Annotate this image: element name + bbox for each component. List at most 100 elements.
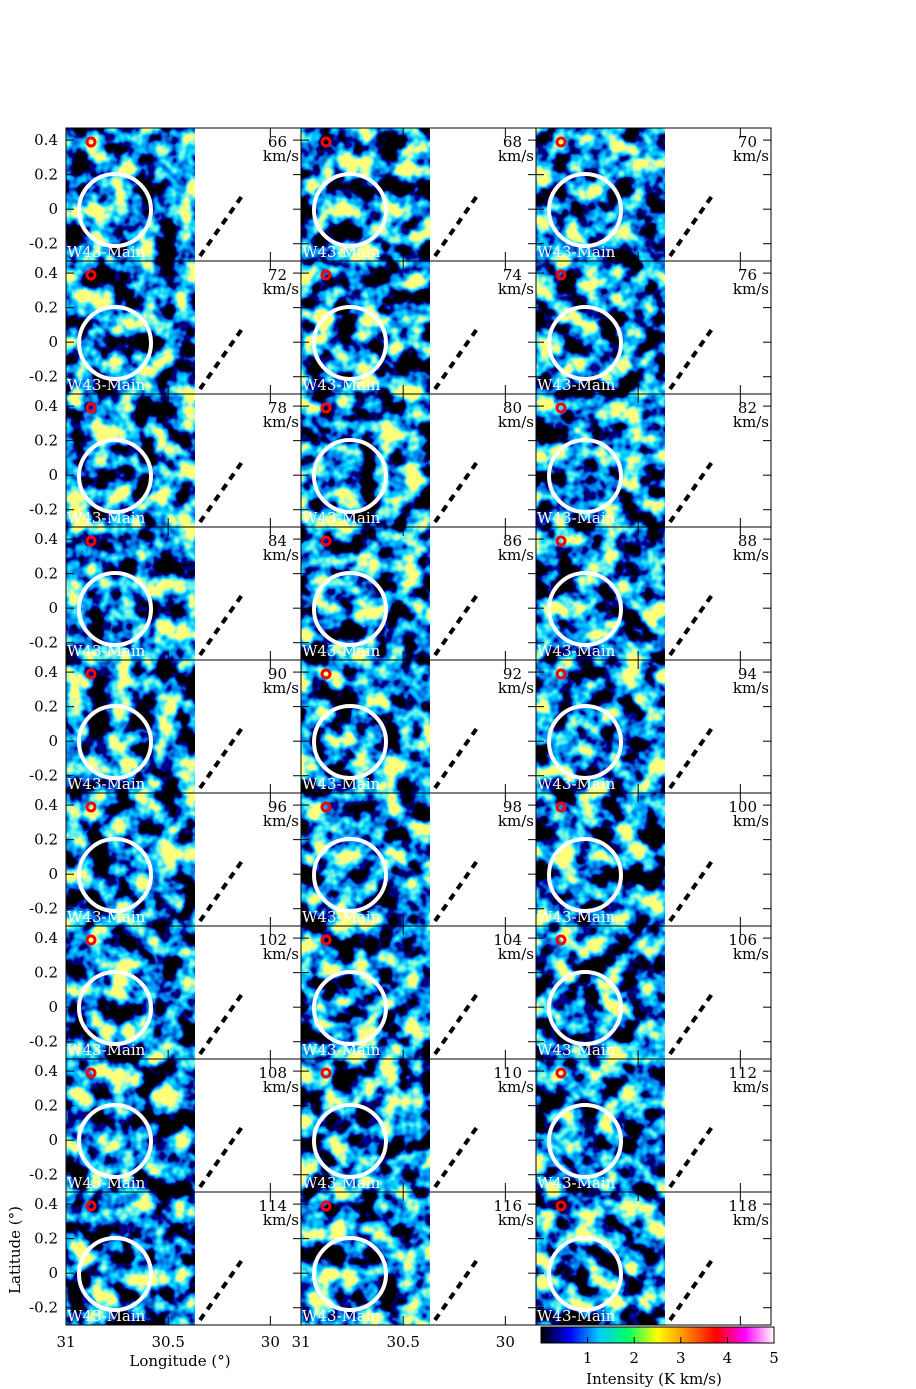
intensity-map [301, 394, 430, 527]
region-circle [312, 571, 388, 647]
region-label: W43-Main [302, 642, 381, 660]
velocity-label: 98 [503, 798, 522, 816]
y-tick-label: 0 [48, 998, 58, 1016]
colorbar-tick-label: 5 [769, 1349, 779, 1367]
velocity-label: 80 [503, 399, 522, 417]
region-circle [77, 1236, 153, 1312]
intensity-map [66, 394, 195, 527]
region-circle [77, 571, 153, 647]
region-label: W43-Main [302, 1307, 381, 1325]
y-tick-label: 0 [48, 1131, 58, 1149]
region-label: W43-Main [302, 908, 381, 926]
x-tick-label: 30.5 [151, 1333, 184, 1351]
velocity-unit: km/s [498, 546, 534, 564]
source-marker [85, 934, 97, 946]
source-marker [85, 269, 97, 281]
x-tick-label: 30.5 [386, 1333, 419, 1351]
source-marker [85, 668, 97, 680]
y-tick-label: 0.4 [34, 1195, 58, 1213]
intensity-map [536, 1059, 665, 1192]
velocity-unit: km/s [733, 945, 769, 963]
region-label: W43-Main [302, 775, 381, 793]
region-circle [312, 438, 388, 514]
y-tick-label: -0.2 [29, 634, 58, 652]
region-circle [547, 837, 623, 913]
velocity-label: 94 [738, 665, 757, 683]
region-label: W43-Main [302, 1174, 381, 1192]
velocity-label: 112 [728, 1064, 757, 1082]
region-circle [312, 837, 388, 913]
source-marker [85, 402, 97, 414]
source-marker [555, 1200, 567, 1212]
x-tick-label: 31 [56, 1333, 75, 1351]
region-label: W43-Main [302, 509, 381, 527]
velocity-label: 108 [258, 1064, 287, 1082]
region-circle [77, 438, 153, 514]
region-circle [547, 1103, 623, 1179]
y-tick-label: 0.2 [34, 432, 58, 450]
intensity-map [301, 793, 430, 926]
region-label: W43-Main [537, 642, 616, 660]
region-label: W43-Main [67, 1174, 146, 1192]
y-tick-label: 0.4 [34, 1062, 58, 1080]
colorbar-tick-label: 2 [629, 1349, 639, 1367]
y-tick-label: -0.2 [29, 1299, 58, 1317]
source-marker [85, 535, 97, 547]
region-circle [547, 704, 623, 780]
source-marker [555, 1067, 567, 1079]
source-marker [555, 402, 567, 414]
colorbar [540, 1326, 775, 1344]
y-tick-label: 0.2 [34, 1230, 58, 1248]
y-tick-label: 0 [48, 200, 58, 218]
intensity-map [66, 660, 195, 793]
source-marker [320, 668, 332, 680]
intensity-map [66, 1059, 195, 1192]
region-circle [77, 704, 153, 780]
velocity-label: 70 [738, 133, 757, 151]
intensity-map [66, 793, 195, 926]
intensity-map [536, 1192, 665, 1325]
region-circle [547, 970, 623, 1046]
intensity-map [301, 1192, 430, 1325]
y-tick-label: 0.2 [34, 1097, 58, 1115]
velocity-label: 84 [268, 532, 287, 550]
colorbar-tick-label: 4 [723, 1349, 733, 1367]
region-circle [77, 172, 153, 248]
y-tick-label: 0.2 [34, 698, 58, 716]
region-label: W43-Main [537, 243, 616, 261]
y-tick-label: -0.2 [29, 767, 58, 785]
region-label: W43-Main [537, 1041, 616, 1059]
intensity-map [536, 926, 665, 1059]
region-label: W43-Main [537, 1307, 616, 1325]
intensity-map [301, 128, 430, 261]
intensity-map [536, 660, 665, 793]
y-tick-label: -0.2 [29, 1033, 58, 1051]
velocity-label: 96 [268, 798, 287, 816]
velocity-unit: km/s [733, 147, 769, 165]
velocity-unit: km/s [498, 1078, 534, 1096]
velocity-unit: km/s [498, 1211, 534, 1229]
colorbar-tick-label: 3 [676, 1349, 686, 1367]
source-marker [555, 801, 567, 813]
x-tick-label: 31 [291, 1333, 310, 1351]
velocity-unit: km/s [733, 413, 769, 431]
y-tick-label: 0.2 [34, 831, 58, 849]
y-tick-label: 0.4 [34, 663, 58, 681]
velocity-unit: km/s [263, 280, 299, 298]
velocity-label: 100 [728, 798, 757, 816]
velocity-label: 114 [258, 1197, 287, 1215]
region-circle [77, 837, 153, 913]
velocity-label: 68 [503, 133, 522, 151]
source-marker [85, 1067, 97, 1079]
y-tick-label: 0.4 [34, 264, 58, 282]
velocity-label: 78 [268, 399, 287, 417]
